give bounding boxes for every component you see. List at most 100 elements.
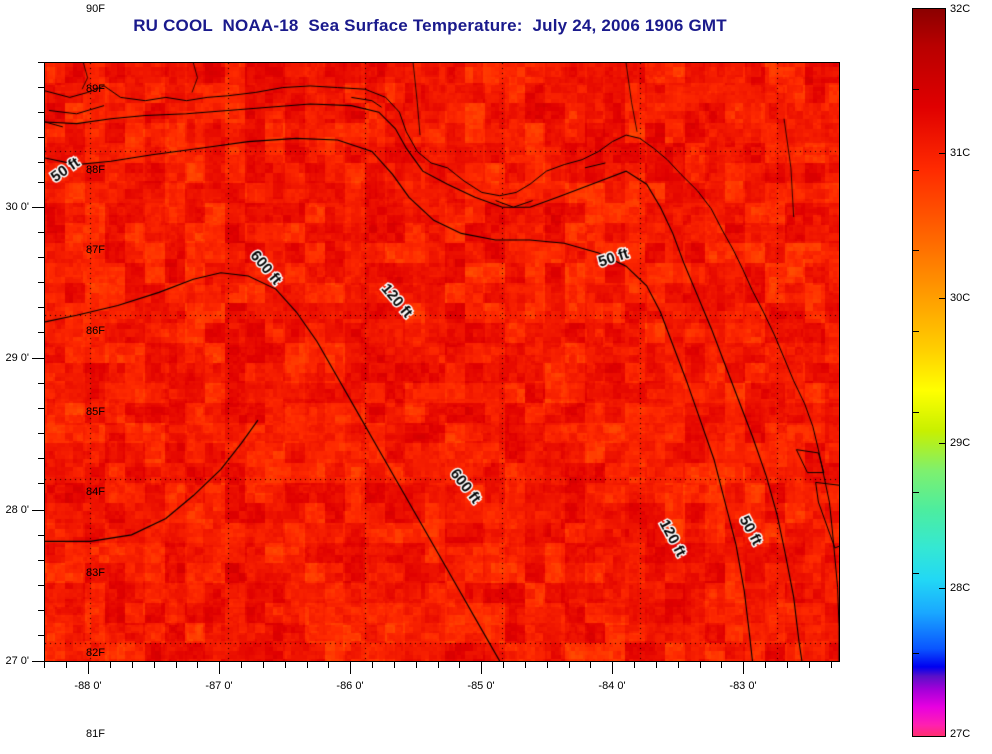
x-major-tick (743, 662, 744, 674)
x-major-tick (481, 662, 482, 674)
x-minor-tick (809, 662, 810, 668)
x-minor-tick (547, 662, 548, 668)
x-minor-tick (569, 662, 570, 668)
x-major-tick (219, 662, 220, 674)
x-minor-tick (154, 662, 155, 668)
colorbar-label-f: 85F (86, 406, 105, 418)
colorbar-label-f: 86F (86, 325, 105, 337)
colorbar-tick-f (913, 573, 919, 574)
y-axis-label: 28 0' (5, 504, 29, 516)
x-minor-tick (44, 662, 45, 668)
y-axis-label: 30 0' (5, 201, 29, 213)
x-minor-tick (110, 662, 111, 668)
colorbar-label-f: 88F (86, 164, 105, 176)
y-minor-tick (38, 232, 44, 233)
x-axis-label: -84 0' (598, 680, 626, 692)
x-axis-label: -83 0' (729, 680, 757, 692)
x-major-tick (612, 662, 613, 674)
x-minor-tick (438, 662, 439, 668)
colorbar-tick-c (939, 443, 945, 444)
y-minor-tick (38, 560, 44, 561)
x-major-tick (88, 662, 89, 674)
x-axis-label: -87 0' (205, 680, 233, 692)
colorbar-label-f: 90F (86, 3, 105, 15)
y-axis-label: 29 0' (5, 352, 29, 364)
y-minor-tick (38, 137, 44, 138)
x-minor-tick (416, 662, 417, 668)
y-minor-tick (38, 87, 44, 88)
colorbar-label-c: 32C (950, 3, 971, 15)
x-minor-tick (831, 662, 832, 668)
y-minor-tick (38, 257, 44, 258)
x-minor-tick (263, 662, 264, 668)
x-minor-tick (328, 662, 329, 668)
y-minor-tick (38, 182, 44, 183)
y-minor-tick (38, 408, 44, 409)
x-minor-tick (678, 662, 679, 668)
y-minor-tick (38, 282, 44, 283)
colorbar-label-c: 28C (950, 582, 971, 594)
x-minor-tick (176, 662, 177, 668)
colorbar-label-c: 30C (950, 292, 971, 304)
x-minor-tick (132, 662, 133, 668)
colorbar-tick-f (913, 412, 919, 413)
colorbar-tick-f (913, 492, 919, 493)
x-minor-tick (241, 662, 242, 668)
y-minor-tick (38, 433, 44, 434)
colorbar-tick-f (913, 89, 919, 90)
page-title: RU COOL NOAA-18 Sea Surface Temperature:… (133, 16, 727, 35)
x-minor-tick (721, 662, 722, 668)
y-major-tick (32, 510, 44, 511)
y-minor-tick (38, 458, 44, 459)
colorbar-label-c: 29C (950, 437, 971, 449)
x-minor-tick (459, 662, 460, 668)
map-plot-area[interactable] (44, 62, 840, 662)
y-axis-label: 27 0' (5, 655, 29, 667)
colorbar-label-f: 83F (86, 567, 105, 579)
colorbar-label-f: 84F (86, 486, 105, 498)
colorbar-tick-f (913, 250, 919, 251)
y-minor-tick (38, 535, 44, 536)
y-minor-tick (38, 383, 44, 384)
x-axis-label: -85 0' (467, 680, 495, 692)
y-major-tick (32, 207, 44, 208)
x-minor-tick (66, 662, 67, 668)
y-minor-tick (38, 62, 44, 63)
colorbar-tick-f (913, 653, 919, 654)
y-minor-tick (38, 585, 44, 586)
sst-map-canvas[interactable] (45, 63, 839, 661)
colorbar-label-c: 31C (950, 147, 971, 159)
colorbar-label-f: 82F (86, 647, 105, 659)
colorbar-label-f: 89F (86, 83, 105, 95)
x-minor-tick (307, 662, 308, 668)
x-minor-tick (634, 662, 635, 668)
y-minor-tick (38, 307, 44, 308)
x-minor-tick (787, 662, 788, 668)
x-minor-tick (700, 662, 701, 668)
x-minor-tick (197, 662, 198, 668)
y-minor-tick (38, 332, 44, 333)
x-axis-label: -86 0' (336, 680, 364, 692)
x-axis-label: -88 0' (74, 680, 102, 692)
colorbar-label-f: 87F (86, 244, 105, 256)
temperature-colorbar (912, 8, 946, 737)
x-minor-tick (503, 662, 504, 668)
y-minor-tick (38, 635, 44, 636)
colorbar-tick-c (939, 298, 945, 299)
y-minor-tick (38, 483, 44, 484)
x-minor-tick (656, 662, 657, 668)
y-minor-tick (38, 162, 44, 163)
y-major-tick (32, 358, 44, 359)
x-minor-tick (372, 662, 373, 668)
colorbar-tick-c (939, 588, 945, 589)
colorbar-tick-f (913, 331, 919, 332)
y-major-tick (32, 661, 44, 662)
colorbar-tick-f (913, 170, 919, 171)
x-major-tick (350, 662, 351, 674)
x-minor-tick (525, 662, 526, 668)
y-minor-tick (38, 112, 44, 113)
x-minor-tick (285, 662, 286, 668)
colorbar-label-c: 27C (950, 728, 971, 740)
x-minor-tick (765, 662, 766, 668)
